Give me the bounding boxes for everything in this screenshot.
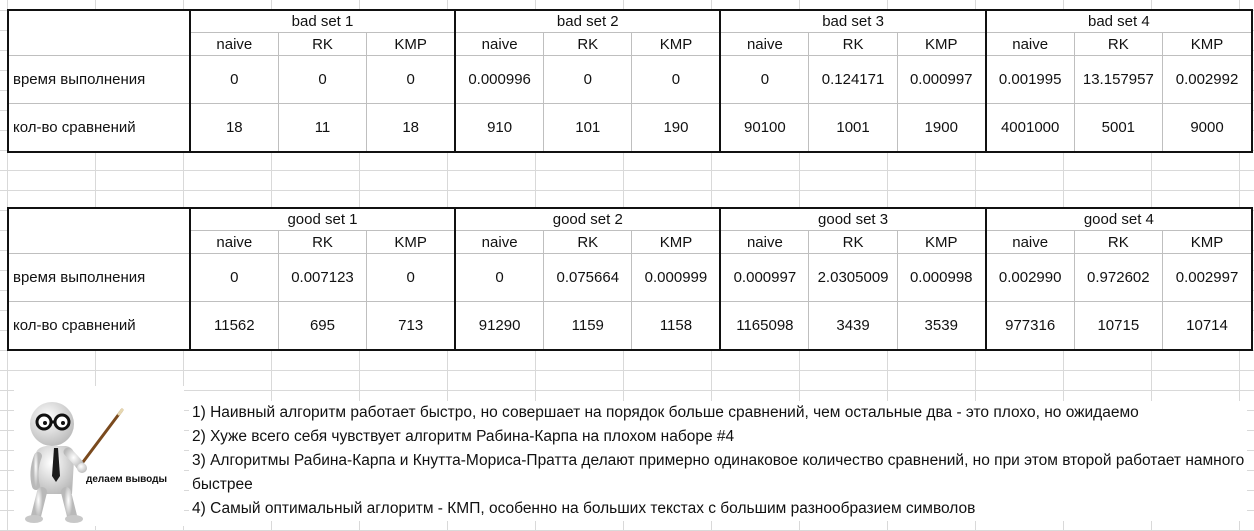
- data-cell: 0.124171: [808, 55, 898, 104]
- data-cell: 0: [454, 253, 545, 302]
- data-cell: 0.000999: [631, 253, 721, 302]
- data-cell: 1001: [808, 103, 898, 153]
- conclusion-item: 3) Алгоритмы Рабина-Карпа и Кнутта-Морис…: [192, 452, 1245, 493]
- algo-header: naive: [984, 230, 1075, 254]
- row-label-time: время выполнения: [7, 253, 191, 302]
- data-cell: 190: [631, 103, 721, 153]
- row-label-comparisons: кол-во сравнений: [7, 103, 191, 153]
- data-cell: 1165098: [719, 301, 810, 351]
- data-cell: 3539: [896, 301, 987, 351]
- data-cell: 0: [719, 55, 810, 104]
- set-header: bad set 2: [454, 9, 721, 33]
- algo-header: naive: [188, 230, 279, 254]
- data-cell: 0: [188, 253, 279, 302]
- set-header: good set 2: [454, 207, 721, 231]
- data-cell: 0.000998: [896, 253, 987, 302]
- algo-header: naive: [984, 32, 1075, 56]
- set-header: bad set 4: [984, 9, 1253, 33]
- algo-header: naive: [719, 230, 810, 254]
- data-cell: 3439: [808, 301, 898, 351]
- data-cell: 101: [543, 103, 633, 153]
- data-cell: 0.002997: [1162, 253, 1253, 302]
- data-cell: 5001: [1073, 103, 1164, 153]
- data-cell: 91290: [454, 301, 545, 351]
- data-cell: 11562: [188, 301, 279, 351]
- data-cell: 0: [366, 253, 456, 302]
- figure-caption: делаем выводы: [86, 474, 167, 485]
- good-sets-table: good set 1 good set 2 good set 3 good se…: [7, 207, 1253, 351]
- data-cell: 0: [366, 55, 456, 104]
- row-label-time: время выполнения: [7, 55, 191, 104]
- algo-header: naive: [454, 32, 545, 56]
- data-cell: 910: [454, 103, 545, 153]
- data-cell: 0: [631, 55, 721, 104]
- data-cell: 1158: [631, 301, 721, 351]
- data-cell: 0.002992: [1162, 55, 1253, 104]
- data-cell: 977316: [984, 301, 1075, 351]
- algo-header: RK: [1073, 32, 1164, 56]
- set-header: good set 3: [719, 207, 987, 231]
- data-cell: 13.157957: [1073, 55, 1164, 104]
- data-cell: 0.000996: [454, 55, 545, 104]
- algo-header: RK: [808, 32, 898, 56]
- data-cell: 18: [188, 103, 279, 153]
- data-cell: 10715: [1073, 301, 1164, 351]
- corner-cell: [7, 207, 191, 254]
- algo-header: KMP: [896, 230, 987, 254]
- data-cell: 1159: [543, 301, 633, 351]
- algo-header: KMP: [366, 32, 456, 56]
- data-cell: 0.002990: [984, 253, 1075, 302]
- data-cell: 695: [277, 301, 368, 351]
- algo-header: KMP: [896, 32, 987, 56]
- set-header: good set 4: [984, 207, 1253, 231]
- algo-header: KMP: [1162, 32, 1253, 56]
- data-cell: 4001000: [984, 103, 1075, 153]
- conclusion-item: 1) Наивный алгоритм работает быстро, но …: [192, 404, 1139, 421]
- data-cell: 10714: [1162, 301, 1253, 351]
- set-header: good set 1: [188, 207, 456, 231]
- data-cell: 9000: [1162, 103, 1253, 153]
- data-cell: 0.972602: [1073, 253, 1164, 302]
- algo-header: RK: [277, 230, 368, 254]
- set-header: bad set 1: [188, 9, 456, 33]
- bad-sets-table: bad set 1 bad set 2 bad set 3 bad set 4 …: [7, 9, 1253, 153]
- data-cell: 0.007123: [277, 253, 368, 302]
- row-label-comparisons: кол-во сравнений: [7, 301, 191, 351]
- algo-header: naive: [188, 32, 279, 56]
- conclusions-block: 1) Наивный алгоритм работает быстро, но …: [189, 401, 1247, 521]
- algo-header: naive: [454, 230, 545, 254]
- algo-header: KMP: [631, 230, 721, 254]
- data-cell: 2.0305009: [808, 253, 898, 302]
- data-cell: 0.000997: [896, 55, 987, 104]
- algo-header: KMP: [366, 230, 456, 254]
- data-cell: 0: [277, 55, 368, 104]
- corner-cell: [7, 9, 191, 56]
- algo-header: KMP: [631, 32, 721, 56]
- algo-header: RK: [277, 32, 368, 56]
- set-header: bad set 3: [719, 9, 987, 33]
- teacher-figure-image: [14, 386, 184, 526]
- data-cell: 11: [277, 103, 368, 153]
- data-cell: 0: [188, 55, 279, 104]
- data-cell: 0.075664: [543, 253, 633, 302]
- data-cell: 713: [366, 301, 456, 351]
- conclusion-item: 2) Хуже всего себя чувствует алгоритм Ра…: [192, 428, 735, 445]
- data-cell: 18: [366, 103, 456, 153]
- conclusion-item: 4) Самый оптимальный аглоритм - КМП, осо…: [192, 500, 976, 517]
- teacher-illustration: [25, 402, 124, 523]
- data-cell: 0.000997: [719, 253, 810, 302]
- data-cell: 0: [543, 55, 633, 104]
- algo-header: KMP: [1162, 230, 1253, 254]
- data-cell: 0.001995: [984, 55, 1075, 104]
- data-cell: 90100: [719, 103, 810, 153]
- algo-header: RK: [543, 230, 633, 254]
- algo-header: RK: [543, 32, 633, 56]
- algo-header: RK: [1073, 230, 1164, 254]
- data-cell: 1900: [896, 103, 987, 153]
- algo-header: RK: [808, 230, 898, 254]
- algo-header: naive: [719, 32, 810, 56]
